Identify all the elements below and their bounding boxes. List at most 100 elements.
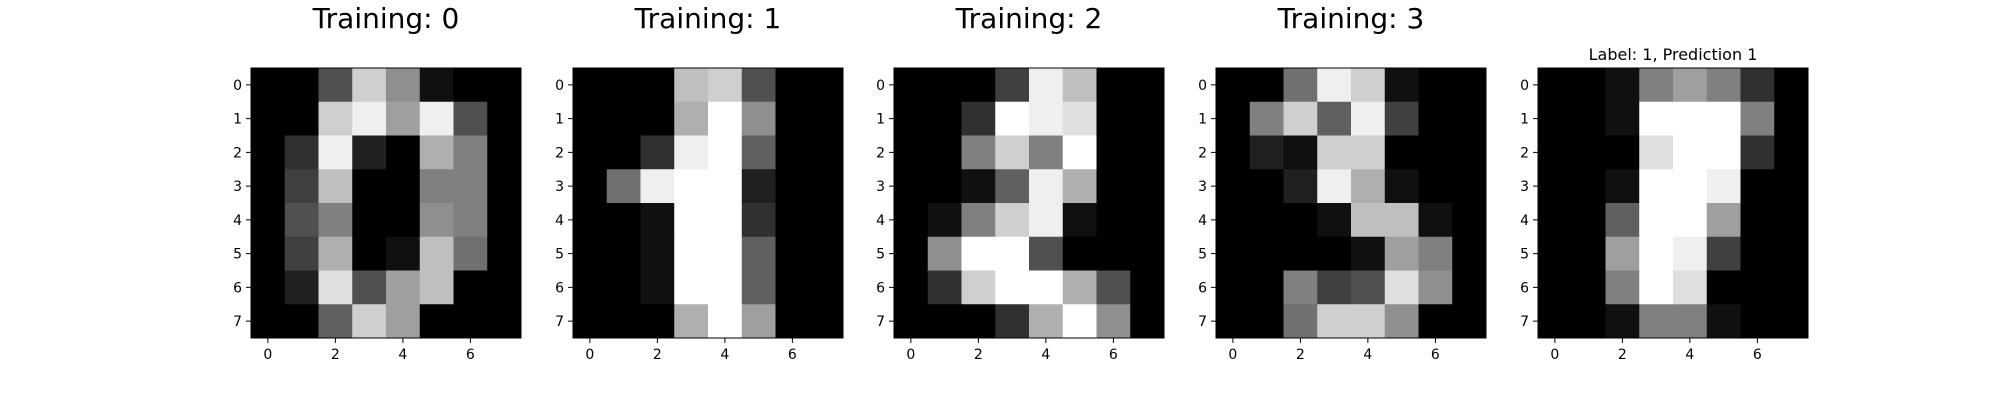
pixel-cell <box>1130 68 1165 103</box>
pixel-cell <box>927 304 962 339</box>
pixel-cell <box>1283 68 1318 103</box>
pixel-cell <box>1062 169 1097 204</box>
pixel-cell <box>1384 101 1419 136</box>
pixel-cell <box>251 236 286 271</box>
pixel-cell <box>386 135 421 170</box>
pixel-cell <box>1062 101 1097 136</box>
pixel-cell <box>1706 135 1741 170</box>
y-tick-label: 7 <box>876 314 885 330</box>
pixel-cell <box>1062 135 1097 170</box>
pixel-cell <box>1283 236 1318 271</box>
pixel-cell <box>419 203 454 238</box>
pixel-cell <box>961 68 996 103</box>
x-tick-label: 6 <box>1753 347 1762 363</box>
pixel-cell <box>1317 169 1352 204</box>
y-tick-label: 3 <box>233 179 242 195</box>
pixel-cell <box>1317 68 1352 103</box>
pixel-cell <box>1706 304 1741 339</box>
y-tick-label: 0 <box>1198 78 1207 94</box>
pixel-cell <box>1317 203 1352 238</box>
pixel-cell <box>419 135 454 170</box>
pixel-cell <box>894 101 929 136</box>
pixel-cell <box>674 169 709 204</box>
pixel-cell <box>1774 236 1809 271</box>
y-tick-label: 3 <box>1198 179 1207 195</box>
pixel-cell <box>1062 203 1097 238</box>
pixel-cell <box>419 270 454 305</box>
pixel-cell <box>674 236 709 271</box>
pixel-cell <box>1351 304 1386 339</box>
pixel-cell <box>352 203 387 238</box>
pixel-cell <box>1452 101 1487 136</box>
pixel-cell <box>352 169 387 204</box>
pixel-cell <box>1130 101 1165 136</box>
pixel-cell <box>1605 101 1640 136</box>
pixel-cell <box>1605 270 1640 305</box>
pixel-cell <box>1740 304 1775 339</box>
pixel-cell <box>1452 135 1487 170</box>
pixel-cell <box>251 101 286 136</box>
pixel-cell <box>1538 169 1573 204</box>
pixel-cell <box>606 169 641 204</box>
pixel-cell <box>1130 203 1165 238</box>
pixel-cell <box>1384 236 1419 271</box>
pixel-cell <box>487 101 522 136</box>
x-tick-label: 0 <box>1550 347 1559 363</box>
x-tick-label: 4 <box>720 347 729 363</box>
x-tick-label: 2 <box>1618 347 1627 363</box>
pixel-cell <box>1571 236 1606 271</box>
pixel-cell <box>961 203 996 238</box>
pixel-cell <box>487 169 522 204</box>
pixel-cell <box>1029 101 1064 136</box>
pixel-cell <box>453 270 488 305</box>
pixel-cell <box>741 169 776 204</box>
pixel-cell <box>961 304 996 339</box>
pixel-cell <box>1351 135 1386 170</box>
pixel-cell <box>1452 169 1487 204</box>
y-tick-label: 2 <box>1520 145 1529 161</box>
x-tick-label: 4 <box>1685 347 1694 363</box>
pixel-cell <box>1639 236 1674 271</box>
pixel-cell <box>1384 270 1419 305</box>
y-tick-label: 1 <box>555 112 564 128</box>
pixel-cell <box>251 270 286 305</box>
pixel-cell <box>809 270 844 305</box>
y-tick-label: 0 <box>555 78 564 94</box>
y-tick-label: 7 <box>555 314 564 330</box>
pixel-cell <box>1673 236 1708 271</box>
pixel-cell <box>1130 304 1165 339</box>
panel-title: Training: 2 <box>955 2 1103 35</box>
pixel-cell <box>1384 203 1419 238</box>
y-tick-label: 2 <box>1198 145 1207 161</box>
pixel-cell <box>894 236 929 271</box>
pixel-cell <box>927 135 962 170</box>
pixel-cell <box>1317 304 1352 339</box>
pixel-cell <box>927 203 962 238</box>
pixel-cell <box>1062 68 1097 103</box>
pixel-cell <box>995 135 1030 170</box>
pixel-cell <box>961 135 996 170</box>
axes-frame <box>250 67 522 339</box>
pixel-cell <box>640 169 675 204</box>
pixel-cell <box>809 68 844 103</box>
pixel-cell <box>1571 203 1606 238</box>
pixel-cell <box>1418 304 1453 339</box>
pixel-cell <box>961 169 996 204</box>
y-tick-label: 5 <box>876 247 885 263</box>
pixel-cell <box>573 101 608 136</box>
pixel-cell <box>1249 135 1284 170</box>
pixel-cell <box>640 135 675 170</box>
pixel-cell <box>251 304 286 339</box>
y-tick-label: 5 <box>1198 247 1207 263</box>
pixel-cell <box>809 169 844 204</box>
pixel-cell <box>1605 68 1640 103</box>
pixel-cell <box>1029 236 1064 271</box>
panel-title: Training: 3 <box>1277 2 1425 35</box>
pixel-cell <box>1571 135 1606 170</box>
panel-title: Training: 0 <box>312 2 460 35</box>
pixel-cell <box>419 236 454 271</box>
pixel-cell <box>318 270 353 305</box>
pixel-cell <box>1130 169 1165 204</box>
pixel-cell <box>809 236 844 271</box>
pixel-cell <box>708 203 743 238</box>
